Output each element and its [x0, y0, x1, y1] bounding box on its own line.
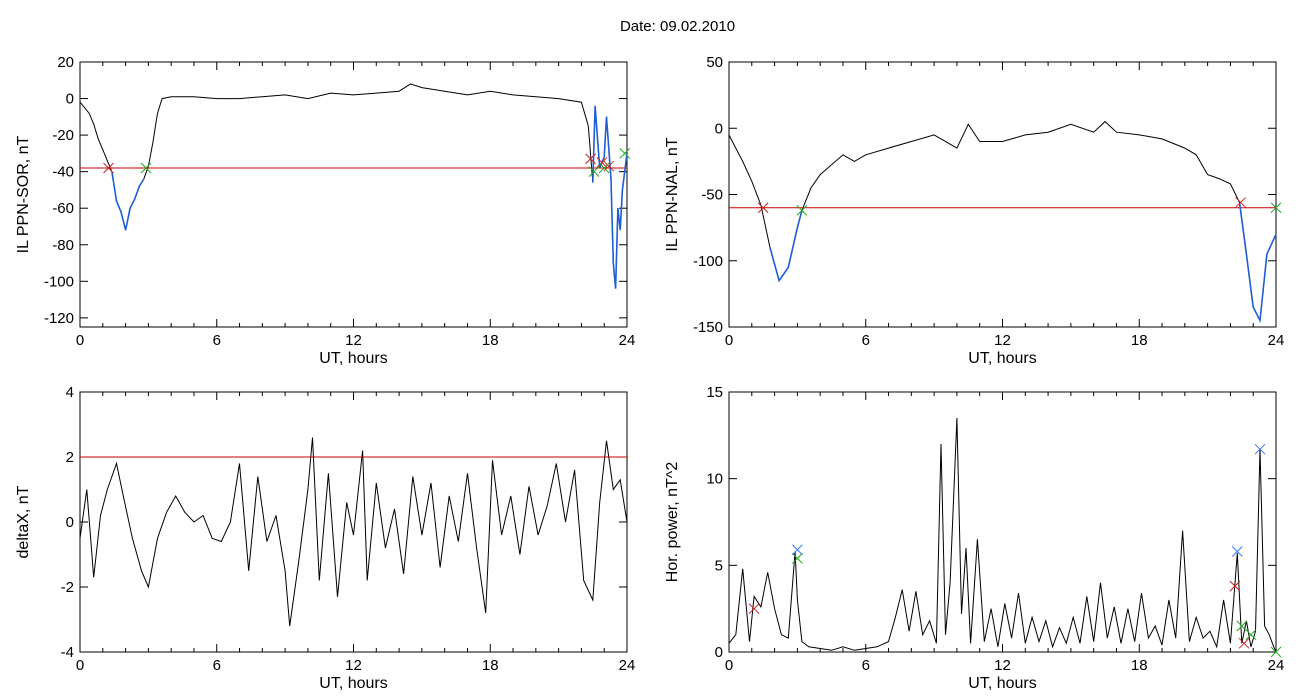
- highlight-segment: [1238, 202, 1277, 324]
- x-axis-label: UT, hours: [319, 350, 387, 367]
- x-tick-label: 12: [994, 657, 1011, 674]
- marker-end: [619, 148, 631, 159]
- x-tick-label: 18: [482, 332, 499, 349]
- y-tick-label: 0: [715, 644, 723, 661]
- plot-frame-deltax: [79, 391, 628, 653]
- x-tick-label: 24: [619, 332, 636, 349]
- marker-start: [757, 202, 769, 214]
- marker-peak: [1231, 546, 1243, 557]
- marker-peak: [1254, 443, 1266, 455]
- y-tick-label: -2: [61, 579, 74, 596]
- x-tick-label: 24: [619, 657, 636, 674]
- x-tick-label: 12: [345, 332, 362, 349]
- marker-start: [748, 603, 760, 615]
- y-axis-label: deltaX, nT: [15, 485, 32, 558]
- marker-peak: [792, 544, 803, 556]
- x-tick-label: 18: [482, 657, 499, 674]
- x-tick-label: 18: [1131, 657, 1148, 674]
- marker-end: [796, 205, 808, 216]
- plot-frame-sor: [79, 61, 628, 328]
- marker-end: [140, 162, 152, 174]
- marker-end: [1245, 629, 1257, 641]
- x-tick-label: 18: [1131, 332, 1148, 349]
- y-axis-label: IL PPN-NAL, nT: [664, 137, 681, 251]
- x-tick-label: 0: [76, 657, 84, 674]
- marker-start: [103, 162, 114, 174]
- y-tick-label: -100: [44, 273, 74, 290]
- x-tick-label: 0: [76, 332, 84, 349]
- y-tick-label: 15: [706, 384, 723, 401]
- marker-start: [585, 153, 596, 165]
- x-tick-label: 6: [213, 332, 221, 349]
- chart-power: 0 6 12 18 24 15 10 5 0 UT, hours Hor. power, nT^2: [664, 384, 1284, 692]
- y-tick-label: -40: [52, 164, 74, 181]
- x-tick-label: 12: [345, 657, 362, 674]
- y-tick-label: -50: [701, 187, 723, 204]
- x-axis-label: UT, hours: [968, 350, 1036, 367]
- marker-end: [1270, 646, 1282, 658]
- y-tick-label: 2: [66, 449, 74, 466]
- series-line: [728, 417, 1277, 653]
- x-tick-label: 0: [725, 657, 733, 674]
- marker-start: [1229, 580, 1241, 592]
- highlight-segment: [592, 105, 628, 289]
- marker-end: [1236, 620, 1248, 632]
- series-line: [728, 120, 1277, 323]
- x-tick-label: 6: [862, 332, 870, 349]
- y-tick-label: 0: [66, 91, 74, 108]
- y-tick-label: 4: [66, 384, 74, 401]
- marker-end: [792, 553, 803, 564]
- x-axis-label: UT, hours: [968, 675, 1036, 692]
- page-title: Date: 09.02.2010: [619, 18, 736, 35]
- y-tick-label: -80: [52, 237, 74, 254]
- y-tick-label: -4: [61, 644, 74, 661]
- y-tick-label: 50: [706, 54, 723, 71]
- y-tick-label: 0: [66, 514, 74, 531]
- series-line: [79, 437, 628, 627]
- y-tick-label: 5: [715, 557, 723, 574]
- y-axis-label: IL PPN-SOR, nT: [15, 135, 32, 253]
- plot-frame-power: [728, 391, 1277, 653]
- marker-end: [1270, 202, 1282, 214]
- plot-frame-nal: [728, 61, 1277, 328]
- y-tick-label: 0: [715, 120, 723, 137]
- y-tick-label: -60: [52, 200, 74, 217]
- x-tick-label: 24: [1268, 657, 1285, 674]
- marker-start: [1238, 637, 1250, 649]
- y-tick-label: -120: [44, 310, 74, 327]
- chart-deltax: 0 6 12 18 24 4 2 0 -2 -4 UT, hours deltaX, nT: [15, 384, 635, 692]
- marker-start: [596, 157, 608, 168]
- series-line: [79, 83, 628, 289]
- marker-end: [598, 162, 610, 174]
- y-tick-label: 10: [706, 471, 723, 488]
- highlight-segment: [769, 210, 803, 283]
- y-tick-label: -150: [693, 319, 723, 336]
- x-tick-label: 0: [725, 332, 733, 349]
- chart-nal: 0 6 12 18 24 50 0 -50 -100 -150 UT, hours IL PPN-NA…: [664, 54, 1284, 367]
- x-tick-label: 6: [862, 657, 870, 674]
- y-tick-label: -20: [52, 127, 74, 144]
- y-axis-label: Hor. power, nT^2: [664, 462, 681, 583]
- y-tick-label: 20: [57, 54, 74, 71]
- marker-end: [588, 166, 600, 178]
- marker-start: [1235, 197, 1247, 208]
- x-tick-label: 24: [1268, 332, 1285, 349]
- y-tick-label: -100: [693, 253, 723, 270]
- highlight-segment: [111, 171, 145, 231]
- chart-sor: 0 6 12 18 24 20 0 -20 -40 -60 -80 -100 -120 UT, hours…: [15, 54, 635, 367]
- x-axis-label: UT, hours: [319, 675, 387, 692]
- x-tick-label: 12: [994, 332, 1011, 349]
- x-tick-label: 6: [213, 657, 221, 674]
